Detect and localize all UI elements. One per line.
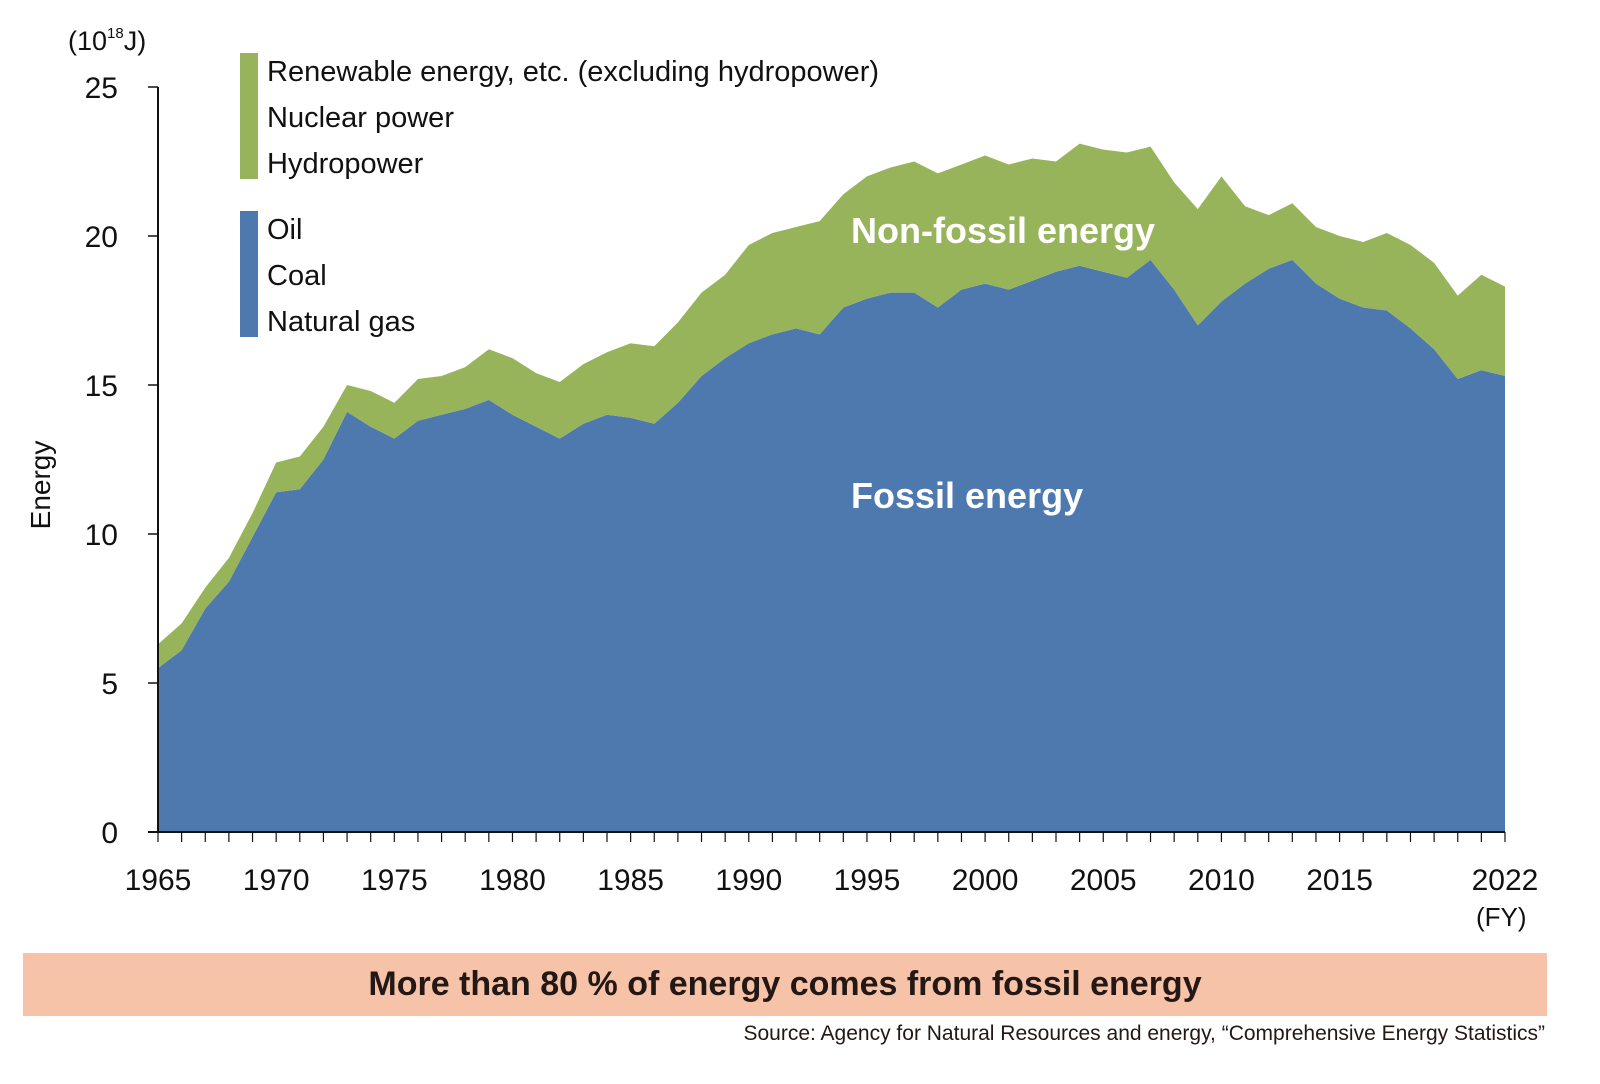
legend-item: Oil bbox=[267, 214, 302, 246]
legend-item: Coal bbox=[267, 260, 327, 292]
legend-item: Nuclear power bbox=[267, 102, 454, 134]
x-tick-label: 1970 bbox=[243, 864, 310, 897]
x-tick-label: 1975 bbox=[361, 864, 428, 897]
x-tick-label: 1980 bbox=[479, 864, 546, 897]
y-tick-label: 25 bbox=[85, 72, 118, 105]
y-tick-label: 15 bbox=[85, 370, 118, 403]
area-label-non-fossil: Non-fossil energy bbox=[851, 210, 1155, 251]
x-tick-label: 1985 bbox=[597, 864, 664, 897]
y-axis-unit-label: (1018J) bbox=[68, 25, 147, 57]
area-fossil-energy bbox=[158, 259, 1505, 833]
x-tick-label: 2010 bbox=[1188, 864, 1255, 897]
legend: Renewable energy, etc. (excluding hydrop… bbox=[240, 53, 879, 338]
legend-item: Natural gas bbox=[267, 306, 415, 338]
x-tick-label: 2015 bbox=[1306, 864, 1373, 897]
unit-exponent: 18 bbox=[107, 25, 124, 42]
y-tick-label: 5 bbox=[101, 668, 118, 701]
legend-item: Renewable energy, etc. (excluding hydrop… bbox=[267, 56, 879, 88]
y-axis-title: Energy bbox=[25, 441, 56, 530]
area-label-fossil: Fossil energy bbox=[851, 475, 1083, 516]
legend-item: Hydropower bbox=[267, 148, 424, 180]
x-axis-unit-label: (FY) bbox=[1476, 902, 1527, 932]
conclusion-banner: More than 80 % of energy comes from foss… bbox=[23, 953, 1547, 1016]
x-tick-label: 1990 bbox=[715, 864, 782, 897]
axes-group: 0 5 10 15 20 25 1965 1970 1975 1980 1985 1990 1995 20… bbox=[85, 72, 1539, 897]
x-tick-label: 2000 bbox=[952, 864, 1019, 897]
areas-group bbox=[158, 143, 1505, 833]
y-tick-label: 0 bbox=[101, 817, 118, 850]
unit-base: (10 bbox=[68, 26, 108, 56]
conclusion-text: More than 80 % of energy comes from foss… bbox=[368, 965, 1202, 1003]
source-note: Source: Agency for Natural Resources and… bbox=[743, 1022, 1546, 1045]
legend-swatch bbox=[240, 211, 258, 337]
area-non-fossil-energy bbox=[158, 143, 1505, 669]
legend-swatch bbox=[240, 53, 258, 179]
x-tick-label: 1995 bbox=[834, 864, 901, 897]
x-tick-label: 2005 bbox=[1070, 864, 1137, 897]
stacked-area-chart: 0 5 10 15 20 25 1965 1970 1975 1980 1985 1990 1995 20… bbox=[25, 53, 1539, 897]
y-tick-label: 20 bbox=[85, 221, 118, 254]
y-tick-label: 10 bbox=[85, 519, 118, 552]
unit-tail: J) bbox=[123, 26, 147, 56]
x-tick-label: 2022 bbox=[1472, 864, 1539, 897]
x-tick-label: 1965 bbox=[125, 864, 192, 897]
